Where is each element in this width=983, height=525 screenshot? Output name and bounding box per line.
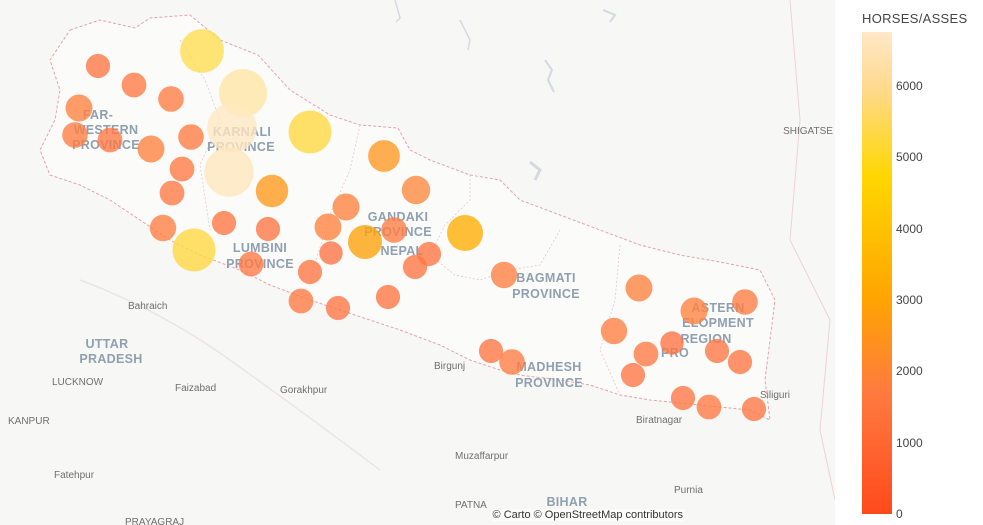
data-bubble[interactable] bbox=[204, 147, 254, 197]
data-bubble[interactable] bbox=[319, 241, 343, 265]
city-label: Siliguri bbox=[760, 390, 790, 401]
city-label: Fatehpur bbox=[54, 470, 95, 481]
region-label: PRADESH bbox=[79, 352, 142, 366]
region-label: PROVINCE bbox=[512, 287, 580, 301]
region-label: LUMBINI bbox=[233, 241, 287, 255]
map-attribution: © Carto © OpenStreetMap contributors bbox=[490, 509, 685, 521]
data-bubble[interactable] bbox=[207, 103, 257, 153]
data-bubble[interactable] bbox=[704, 338, 730, 364]
data-bubble[interactable] bbox=[348, 225, 382, 259]
colorbar-tick: 5000 bbox=[896, 150, 923, 164]
city-label: Purnia bbox=[674, 485, 703, 496]
lake-shape bbox=[602, 9, 617, 23]
city-label: Faizabad bbox=[175, 383, 216, 394]
data-bubble[interactable] bbox=[121, 72, 147, 98]
lake-shape bbox=[529, 160, 542, 181]
data-bubble[interactable] bbox=[447, 215, 483, 251]
colorbar-tick: 6000 bbox=[896, 79, 923, 93]
data-bubble[interactable] bbox=[255, 174, 289, 208]
city-label: Biratnagar bbox=[636, 415, 683, 426]
data-bubble[interactable] bbox=[325, 295, 351, 321]
boundary-line bbox=[789, 0, 835, 501]
city-label: SHIGATSE bbox=[783, 126, 833, 137]
data-bubble[interactable] bbox=[180, 29, 224, 73]
data-bubble[interactable] bbox=[172, 228, 216, 272]
data-bubble[interactable] bbox=[255, 216, 281, 242]
data-bubble[interactable] bbox=[375, 284, 401, 310]
data-bubble[interactable] bbox=[288, 288, 314, 314]
city-label: PRAYAGRAJ bbox=[125, 517, 184, 525]
data-bubble[interactable] bbox=[620, 362, 646, 388]
data-bubble[interactable] bbox=[625, 274, 653, 302]
data-bubble[interactable] bbox=[600, 317, 628, 345]
data-bubble[interactable] bbox=[741, 396, 767, 422]
data-bubble[interactable] bbox=[178, 124, 204, 150]
data-bubble[interactable] bbox=[696, 394, 722, 420]
province-border bbox=[309, 124, 361, 281]
data-bubble[interactable] bbox=[314, 213, 342, 241]
data-bubble[interactable] bbox=[238, 251, 264, 277]
data-bubble[interactable] bbox=[288, 110, 332, 154]
data-bubble[interactable] bbox=[149, 214, 177, 242]
province-border bbox=[429, 175, 561, 281]
data-bubble[interactable] bbox=[732, 289, 758, 315]
region-label: PROVINCE bbox=[515, 376, 583, 390]
data-bubble[interactable] bbox=[660, 331, 684, 355]
region-label: UTTAR bbox=[86, 337, 129, 351]
data-bubble[interactable] bbox=[402, 254, 428, 280]
data-bubble[interactable] bbox=[137, 135, 165, 163]
bubble-layer bbox=[62, 29, 767, 422]
data-bubble[interactable] bbox=[680, 297, 708, 325]
data-bubble[interactable] bbox=[211, 210, 237, 236]
data-bubble[interactable] bbox=[478, 338, 504, 364]
data-bubble[interactable] bbox=[490, 261, 518, 289]
river-line bbox=[79, 279, 381, 471]
region-label: MADHESH bbox=[516, 360, 581, 374]
city-label: Muzaffarpur bbox=[455, 451, 509, 462]
data-bubble[interactable] bbox=[670, 385, 696, 411]
city-label: KANPUR bbox=[8, 416, 50, 427]
colorbar-title: HORSES/ASSES bbox=[862, 11, 968, 26]
region-label: GANDAKI bbox=[368, 210, 428, 224]
colorbar-tick: 2000 bbox=[896, 364, 923, 378]
river-line bbox=[459, 19, 471, 51]
data-bubble[interactable] bbox=[159, 180, 185, 206]
colorbar-tick: 4000 bbox=[896, 222, 923, 236]
country-label: NEPAL bbox=[381, 244, 424, 258]
map-area[interactable]: FAR- WESTERN PROVINCE KARNALI PROVINCE G… bbox=[0, 0, 835, 525]
colorbar: HORSES/ASSES 6000 5000 4000 3000 2000 10… bbox=[835, 0, 983, 525]
colorbar-tick: 1000 bbox=[896, 436, 923, 450]
basemap: FAR- WESTERN PROVINCE KARNALI PROVINCE G… bbox=[8, 0, 835, 525]
region-label: BIHAR bbox=[546, 495, 587, 509]
data-bubble[interactable] bbox=[169, 156, 195, 182]
data-bubble[interactable] bbox=[158, 86, 184, 112]
data-bubble[interactable] bbox=[97, 127, 123, 153]
river-line bbox=[394, 0, 401, 23]
data-bubble[interactable] bbox=[368, 140, 400, 172]
data-bubble[interactable] bbox=[381, 217, 407, 243]
data-bubble[interactable] bbox=[297, 259, 323, 285]
data-bubble[interactable] bbox=[62, 122, 88, 148]
data-bubble[interactable] bbox=[727, 349, 753, 375]
data-bubble[interactable] bbox=[499, 349, 525, 375]
city-label: LUCKNOW bbox=[52, 377, 104, 388]
city-label: Bahraich bbox=[128, 301, 167, 312]
lake-shape bbox=[544, 59, 555, 93]
data-bubble[interactable] bbox=[401, 175, 431, 205]
colorbar-gradient bbox=[862, 32, 892, 514]
data-bubble[interactable] bbox=[332, 193, 360, 221]
colorbar-tick: 3000 bbox=[896, 293, 923, 307]
data-bubble[interactable] bbox=[65, 94, 93, 122]
city-label: Gorakhpur bbox=[280, 385, 328, 396]
city-label: Birgunj bbox=[434, 361, 465, 372]
data-bubble[interactable] bbox=[633, 341, 659, 367]
colorbar-tick: 0 bbox=[896, 507, 903, 521]
region-label: BAGMATI bbox=[516, 271, 576, 285]
city-label: PATNA bbox=[455, 500, 487, 511]
data-bubble[interactable] bbox=[85, 53, 111, 79]
